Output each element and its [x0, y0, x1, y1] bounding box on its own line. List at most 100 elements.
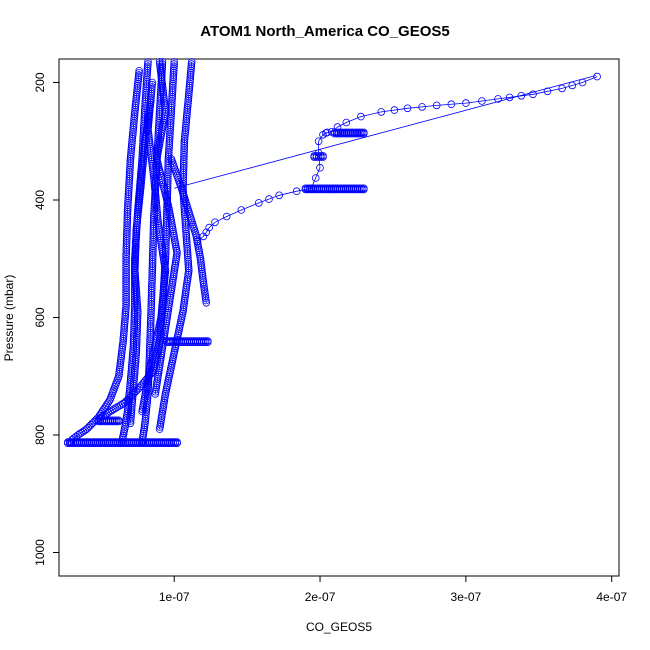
data-point: [67, 439, 76, 448]
data-point: [139, 439, 148, 448]
data-point: [126, 419, 135, 428]
data-point: [189, 338, 198, 347]
data-point: [147, 439, 156, 448]
data-point: [69, 439, 78, 448]
data-point: [173, 338, 181, 347]
data-point: [127, 414, 135, 423]
data-point: [593, 72, 601, 81]
data-point: [357, 112, 365, 121]
x-tick-label: 1e-07: [159, 590, 190, 604]
data-point: [315, 185, 324, 194]
data-point: [543, 87, 552, 96]
data-point: [165, 338, 173, 347]
data-point: [325, 185, 334, 194]
y-tick-label: 1000: [33, 539, 47, 566]
data-point: [327, 185, 336, 194]
data-point: [177, 338, 186, 347]
data-point: [121, 439, 130, 448]
data-point: [161, 439, 170, 448]
data-point: [337, 185, 346, 194]
data-point: [335, 185, 344, 194]
series-line: [197, 76, 598, 242]
data-point: [64, 439, 72, 448]
data-point: [77, 439, 86, 448]
data-point: [115, 417, 123, 426]
data-point: [345, 185, 354, 194]
data-point: [98, 417, 107, 426]
y-axis: 200 400 600 800 1000: [33, 72, 59, 566]
data-point: [153, 439, 162, 448]
data-point: [89, 439, 98, 448]
data-point: [340, 129, 349, 138]
data-point: [109, 439, 118, 448]
data-point: [179, 338, 188, 347]
data-point: [338, 129, 347, 138]
data-point: [87, 439, 96, 448]
data-point: [93, 439, 102, 448]
data-point: [319, 153, 327, 161]
plot-area: [64, 58, 601, 448]
data-point: [331, 185, 340, 194]
data-point: [311, 174, 320, 182]
data-point: [171, 439, 179, 448]
data-point: [222, 212, 231, 221]
data-point: [135, 439, 144, 448]
data-point: [165, 439, 174, 448]
data-point: [355, 185, 364, 194]
data-point: [354, 129, 362, 138]
data-point: [127, 439, 136, 448]
data-point: [81, 439, 90, 448]
data-point: [163, 439, 172, 448]
y-tick-label: 400: [33, 190, 47, 210]
data-point: [110, 417, 119, 426]
data-point: [73, 439, 82, 448]
data-point: [336, 129, 345, 138]
data-point: [95, 439, 104, 448]
data-point: [275, 191, 284, 200]
data-point: [137, 439, 146, 448]
x-tick-label: 4e-07: [596, 590, 627, 604]
data-point: [97, 439, 106, 448]
data-point: [314, 153, 323, 161]
data-point: [316, 163, 324, 172]
data-point: [138, 407, 146, 416]
data-point: [211, 218, 219, 227]
data-point: [131, 439, 140, 448]
data-point: [94, 417, 103, 426]
data-point: [167, 439, 176, 448]
data-point: [91, 439, 100, 448]
data-point: [88, 419, 97, 428]
data-point: [330, 129, 339, 138]
data-point: [102, 417, 111, 426]
data-point: [403, 104, 412, 113]
data-point: [349, 185, 358, 194]
data-point: [149, 439, 158, 448]
data-point: [199, 232, 208, 241]
data-point: [314, 137, 323, 146]
data-point: [359, 185, 368, 194]
data-point: [558, 84, 566, 93]
data-point: [316, 153, 325, 161]
data-point: [107, 439, 116, 448]
data-point: [494, 95, 502, 103]
data-point: [305, 185, 314, 194]
data-point: [346, 129, 355, 138]
data-point: [197, 338, 206, 347]
data-point: [333, 185, 342, 194]
data-point: [343, 185, 352, 194]
data-point: [85, 422, 94, 431]
data-point: [75, 439, 84, 448]
data-point: [183, 338, 192, 347]
data-point: [111, 439, 120, 448]
data-point: [462, 99, 470, 107]
data-point: [578, 78, 587, 87]
data-point: [193, 237, 202, 245]
data-point: [103, 439, 112, 448]
data-point: [351, 185, 360, 194]
data-point: [109, 405, 118, 414]
data-point: [347, 185, 356, 194]
data-point: [155, 425, 164, 433]
data-point: [205, 223, 214, 232]
data-point: [151, 387, 160, 396]
